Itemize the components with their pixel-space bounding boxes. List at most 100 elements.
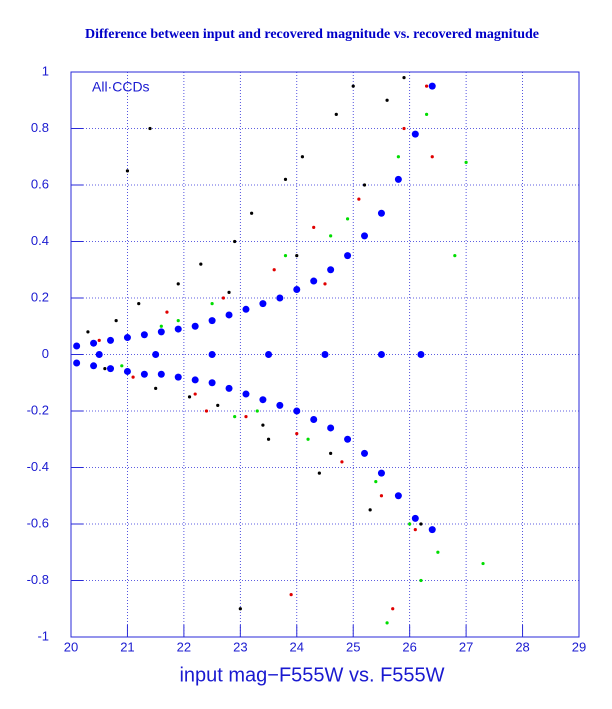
point <box>276 294 284 302</box>
point <box>90 362 98 370</box>
annotation: All·CCDs <box>92 79 150 95</box>
point <box>125 169 130 173</box>
x-tick-label: 22 <box>177 639 191 654</box>
point <box>425 84 429 88</box>
point <box>283 177 288 181</box>
point <box>97 338 101 342</box>
y-tick-label: -0.6 <box>27 515 49 530</box>
point <box>272 268 276 272</box>
point <box>216 403 220 407</box>
point <box>362 183 367 187</box>
point <box>174 373 182 381</box>
point <box>377 209 385 217</box>
point <box>90 339 98 347</box>
point <box>293 286 301 294</box>
y-tick-label: -0.8 <box>27 572 49 587</box>
y-tick-label: 0.2 <box>31 289 49 304</box>
point <box>259 396 267 404</box>
point <box>123 367 131 375</box>
point <box>295 254 299 258</box>
point <box>187 395 192 399</box>
point <box>289 593 293 597</box>
point <box>191 376 199 384</box>
point <box>95 351 103 358</box>
point <box>408 522 412 526</box>
x-tick-label: 25 <box>346 639 360 654</box>
point <box>377 469 385 477</box>
x-tick-label: 24 <box>290 639 304 654</box>
point <box>402 126 406 131</box>
point <box>379 494 384 498</box>
point <box>317 471 321 475</box>
point <box>391 607 395 611</box>
point <box>123 334 131 342</box>
point <box>157 370 165 378</box>
point <box>327 266 335 274</box>
point <box>396 155 400 159</box>
point <box>114 319 118 323</box>
point <box>73 359 81 367</box>
point <box>385 621 389 625</box>
point <box>233 239 237 244</box>
point <box>428 82 436 90</box>
y-tick-label: 0.4 <box>31 233 49 248</box>
point <box>283 254 288 258</box>
point <box>140 331 148 339</box>
point <box>340 460 344 464</box>
point <box>344 435 352 443</box>
x-axis-label: input mag−F555W vs. F555W <box>179 664 444 686</box>
point <box>453 254 457 258</box>
point <box>374 480 378 484</box>
y-tick-label: -1 <box>37 628 49 643</box>
point <box>221 296 225 300</box>
point <box>419 578 423 583</box>
x-tick-label: 21 <box>120 639 134 654</box>
y-tick-label: -0.2 <box>27 402 49 417</box>
point <box>329 451 333 455</box>
point <box>255 409 259 413</box>
point <box>344 252 352 260</box>
point <box>436 550 440 554</box>
point <box>368 508 372 512</box>
point <box>159 324 163 328</box>
x-tick-label: 28 <box>515 639 529 654</box>
point <box>419 522 423 526</box>
point <box>225 311 233 319</box>
point <box>345 217 350 221</box>
point <box>481 561 485 566</box>
point <box>310 415 318 423</box>
point <box>411 130 419 138</box>
point <box>233 415 237 419</box>
point <box>265 351 273 358</box>
point <box>148 126 152 131</box>
point <box>131 375 135 379</box>
point <box>428 526 436 534</box>
point <box>327 424 335 432</box>
y-tick-label: 0.6 <box>31 176 49 191</box>
point <box>208 379 216 387</box>
point <box>227 290 231 294</box>
point <box>321 351 329 358</box>
point <box>411 514 419 522</box>
point <box>165 310 169 314</box>
point <box>210 302 214 306</box>
point <box>402 76 406 80</box>
point <box>293 407 301 415</box>
point <box>73 342 81 350</box>
point <box>361 449 369 457</box>
point <box>140 370 148 378</box>
point <box>394 175 402 183</box>
point <box>250 211 254 215</box>
point <box>385 98 389 102</box>
point <box>310 277 318 285</box>
point <box>334 112 338 116</box>
point <box>266 437 271 441</box>
point <box>154 386 158 390</box>
y-tick-label: 1 <box>42 63 49 78</box>
point <box>204 409 209 413</box>
point <box>329 234 333 238</box>
point <box>276 401 284 409</box>
point <box>176 319 180 323</box>
x-tick-label: 27 <box>459 639 473 654</box>
